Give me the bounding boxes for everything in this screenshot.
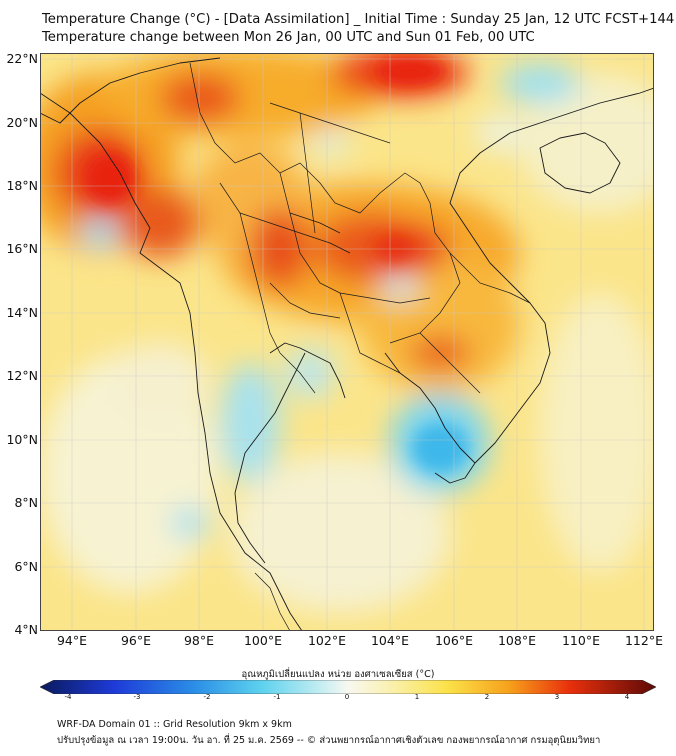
lon-label-110e: 110°E: [561, 633, 600, 648]
colorbar: [40, 680, 656, 694]
lon-label-108e: 108°E: [497, 633, 536, 648]
lon-label-102e: 102°E: [307, 633, 346, 648]
colorbar-tick-3: 3: [554, 693, 560, 701]
lat-label-18n: 18°N: [6, 178, 38, 193]
lon-label-94e: 94°E: [56, 633, 88, 648]
colorbar-title: อุณหภูมิเปลี่ยนแปลง หน่วย องศาเซลเซียส (…: [241, 669, 435, 680]
colorbar-tick-m3: -3: [133, 693, 141, 701]
lat-label-20n: 20°N: [6, 115, 38, 130]
lat-label-10n: 10°N: [6, 432, 38, 447]
colorbar-tick-2: 2: [484, 693, 490, 701]
lat-label-6n: 6°N: [14, 559, 38, 574]
lon-label-96e: 96°E: [120, 633, 152, 648]
footer-model-info: WRF-DA Domain 01 :: Grid Resolution 9km …: [57, 719, 292, 730]
lon-label-104e: 104°E: [370, 633, 409, 648]
lat-label-14n: 14°N: [6, 305, 38, 320]
colorbar-tick-1: 1: [414, 693, 420, 701]
lon-label-100e: 100°E: [243, 633, 282, 648]
lat-label-12n: 12°N: [6, 368, 38, 383]
lat-label-22n: 22°N: [6, 51, 38, 66]
lat-label-4n: 4°N: [14, 622, 38, 637]
colorbar-tick-m2: -2: [203, 693, 211, 701]
colorbar-tick-0: 0: [344, 693, 350, 701]
lat-label-8n: 8°N: [14, 495, 38, 510]
lat-label-16n: 16°N: [6, 241, 38, 256]
lon-label-98e: 98°E: [183, 633, 215, 648]
footer-update-credit: ปรับปรุงข้อมูล ณ เวลา 19:00น. วัน อา. ที…: [57, 735, 601, 746]
lon-label-112e: 112°E: [624, 633, 663, 648]
colorbar-tick-4: 4: [624, 693, 630, 701]
map-title-line1: Temperature Change (°C) - [Data Assimila…: [42, 12, 675, 27]
map-title-line2: Temperature change between Mon 26 Jan, 0…: [42, 30, 535, 45]
temperature-change-map: [40, 53, 654, 631]
lon-label-106e: 106°E: [434, 633, 473, 648]
colorbar-tick-m4: -4: [64, 693, 72, 701]
colorbar-tick-m1: -1: [273, 693, 281, 701]
